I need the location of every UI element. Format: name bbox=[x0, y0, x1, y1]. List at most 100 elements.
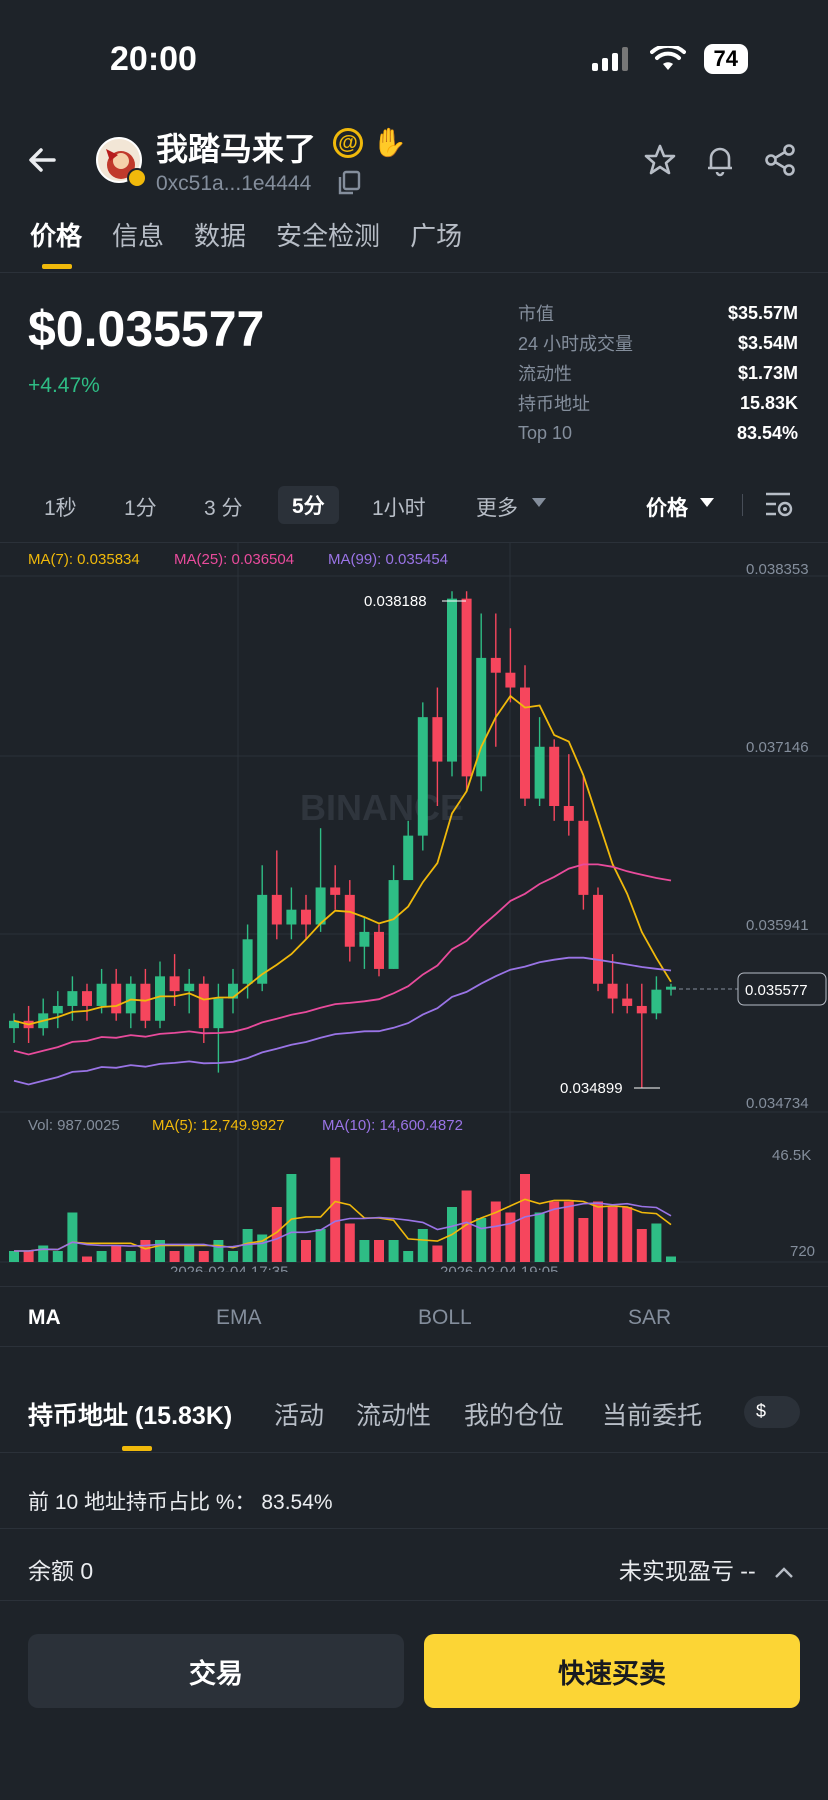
divider bbox=[0, 1528, 828, 1529]
volume-bar bbox=[563, 1201, 574, 1262]
candle-body bbox=[563, 806, 574, 821]
contract-address: 0xc51a...1e4444 bbox=[156, 172, 312, 195]
current-price-marker: 0.035577 bbox=[672, 972, 827, 1006]
chart-settings-icon[interactable] bbox=[764, 490, 794, 518]
tab-info[interactable]: 信息 bbox=[112, 221, 165, 251]
quick-trade-button[interactable]: 快速买卖 bbox=[424, 1634, 800, 1708]
volume-legend: Vol: 987.0025 MA(5): 12,749.9927 MA(10):… bbox=[28, 1117, 815, 1260]
current-price: $0.035577 bbox=[28, 301, 265, 357]
back-arrow-icon[interactable] bbox=[24, 142, 60, 178]
stat-label: 流动性 bbox=[518, 364, 572, 384]
tab-holders[interactable]: 持币地址 (15.83K) bbox=[28, 1402, 233, 1430]
interval-1m[interactable]: 1分 bbox=[124, 497, 157, 520]
volume-bar bbox=[374, 1240, 384, 1262]
ma99-legend: MA(99): 0.035454 bbox=[328, 551, 448, 568]
volume-bar bbox=[286, 1174, 297, 1262]
volume-bar bbox=[38, 1245, 49, 1262]
stat-value: $35.57M bbox=[727, 302, 798, 323]
candle-body bbox=[344, 894, 355, 947]
tab-indicator bbox=[42, 264, 72, 269]
interval-more[interactable]: 更多 bbox=[476, 497, 518, 520]
watermark: BINANCE bbox=[300, 787, 464, 828]
tab-indicator bbox=[122, 1446, 152, 1451]
divider bbox=[0, 542, 828, 543]
grid-lines bbox=[0, 542, 828, 1263]
stat-row: 持币地址 15.83K bbox=[518, 388, 798, 418]
volume-bar bbox=[607, 1207, 618, 1262]
tab-square[interactable]: 广场 bbox=[410, 221, 463, 251]
at-badge-icon[interactable]: @ bbox=[333, 128, 363, 158]
pnl-label: 未实现盈亏 -- bbox=[618, 1558, 756, 1584]
copy-icon[interactable] bbox=[336, 170, 362, 196]
volume-bar bbox=[9, 1251, 19, 1262]
candle-body bbox=[257, 894, 268, 984]
candle-body bbox=[52, 1005, 63, 1014]
stat-row: 流动性 $1.73M bbox=[518, 358, 798, 388]
candle-body bbox=[490, 657, 501, 673]
tab-price[interactable]: 价格 bbox=[30, 221, 83, 251]
volume-bar bbox=[169, 1251, 180, 1262]
ma7-legend: MA(7): 0.035834 bbox=[28, 551, 140, 568]
volume-bar bbox=[23, 1251, 34, 1262]
indicator-sar[interactable]: SAR bbox=[628, 1306, 672, 1329]
bell-icon[interactable] bbox=[702, 142, 738, 178]
chevron-down-icon bbox=[700, 498, 714, 507]
volume-bar bbox=[82, 1256, 92, 1262]
battery-indicator: 74 bbox=[703, 44, 748, 74]
volume-bar bbox=[666, 1256, 676, 1262]
tab-security[interactable]: 安全检测 bbox=[276, 221, 381, 251]
candle-body bbox=[67, 991, 78, 1006]
volume-bar bbox=[403, 1251, 414, 1262]
ma7-line bbox=[13, 694, 672, 1026]
tab-data[interactable]: 数据 bbox=[194, 221, 247, 251]
candle-body bbox=[549, 746, 560, 807]
tab-my-position[interactable]: 我的仓位 bbox=[464, 1402, 565, 1430]
candle-body bbox=[125, 983, 136, 1014]
volume-bar bbox=[636, 1229, 647, 1262]
candle-body bbox=[578, 820, 589, 895]
candles bbox=[9, 591, 676, 1088]
candle-body bbox=[607, 983, 618, 999]
indicator-ma[interactable]: MA bbox=[28, 1306, 61, 1329]
top10-holders-ratio: 前 10 地址持币占比 %： 83.54% bbox=[28, 1491, 333, 1514]
low-marker: 0.034899 bbox=[560, 1080, 660, 1097]
volume-bar bbox=[213, 1240, 224, 1262]
currency-toggle[interactable]: $ bbox=[744, 1396, 800, 1428]
ma-lines bbox=[13, 694, 672, 1086]
high-label: 0.038188 bbox=[364, 593, 427, 610]
tab-activity[interactable]: 活动 bbox=[274, 1402, 325, 1430]
divider bbox=[0, 1346, 828, 1347]
signal-icon bbox=[591, 47, 628, 71]
stat-row: Top 10 83.54% bbox=[518, 418, 798, 448]
interval-1h[interactable]: 1小时 bbox=[372, 497, 426, 520]
current-price-tag: 0.035577 bbox=[745, 982, 808, 999]
tab-open-orders[interactable]: 当前委托 bbox=[602, 1402, 703, 1430]
interval-1s[interactable]: 1秒 bbox=[44, 497, 77, 520]
chevron-down-icon bbox=[532, 498, 546, 507]
star-icon[interactable] bbox=[642, 142, 678, 178]
interval-3m[interactable]: 3 分 bbox=[204, 497, 243, 520]
stat-value: $3.54M bbox=[737, 332, 798, 353]
volume-bar bbox=[622, 1207, 633, 1262]
status-time: 20:00 bbox=[110, 40, 197, 78]
price-type-select[interactable]: 价格 bbox=[646, 497, 688, 520]
x-label: 2026-02-04 17:35 bbox=[170, 1263, 288, 1272]
stat-row: 市值 $35.57M bbox=[518, 298, 798, 328]
unrealized-pnl[interactable]: 未实现盈亏 -- bbox=[619, 1552, 794, 1586]
price-chart[interactable]: BINANCE MA(7): 0.035834 MA(25): 0.036504… bbox=[0, 542, 828, 1272]
volume-bar bbox=[651, 1223, 662, 1262]
volume-bar bbox=[520, 1174, 530, 1262]
volume-bar bbox=[155, 1240, 165, 1262]
tab-liquidity[interactable]: 流动性 bbox=[356, 1402, 432, 1430]
candle-body bbox=[96, 983, 107, 1006]
interval-5m[interactable]: 5分 bbox=[278, 486, 339, 524]
candle-body bbox=[184, 983, 195, 992]
indicator-ema[interactable]: EMA bbox=[216, 1306, 262, 1329]
candle-body bbox=[403, 835, 414, 881]
candle-body bbox=[213, 998, 224, 1029]
trade-button[interactable]: 交易 bbox=[28, 1634, 404, 1708]
share-icon[interactable] bbox=[762, 142, 798, 178]
status-icons: 74 bbox=[591, 44, 748, 74]
indicator-boll[interactable]: BOLL bbox=[418, 1306, 472, 1329]
candle-body bbox=[374, 931, 384, 969]
